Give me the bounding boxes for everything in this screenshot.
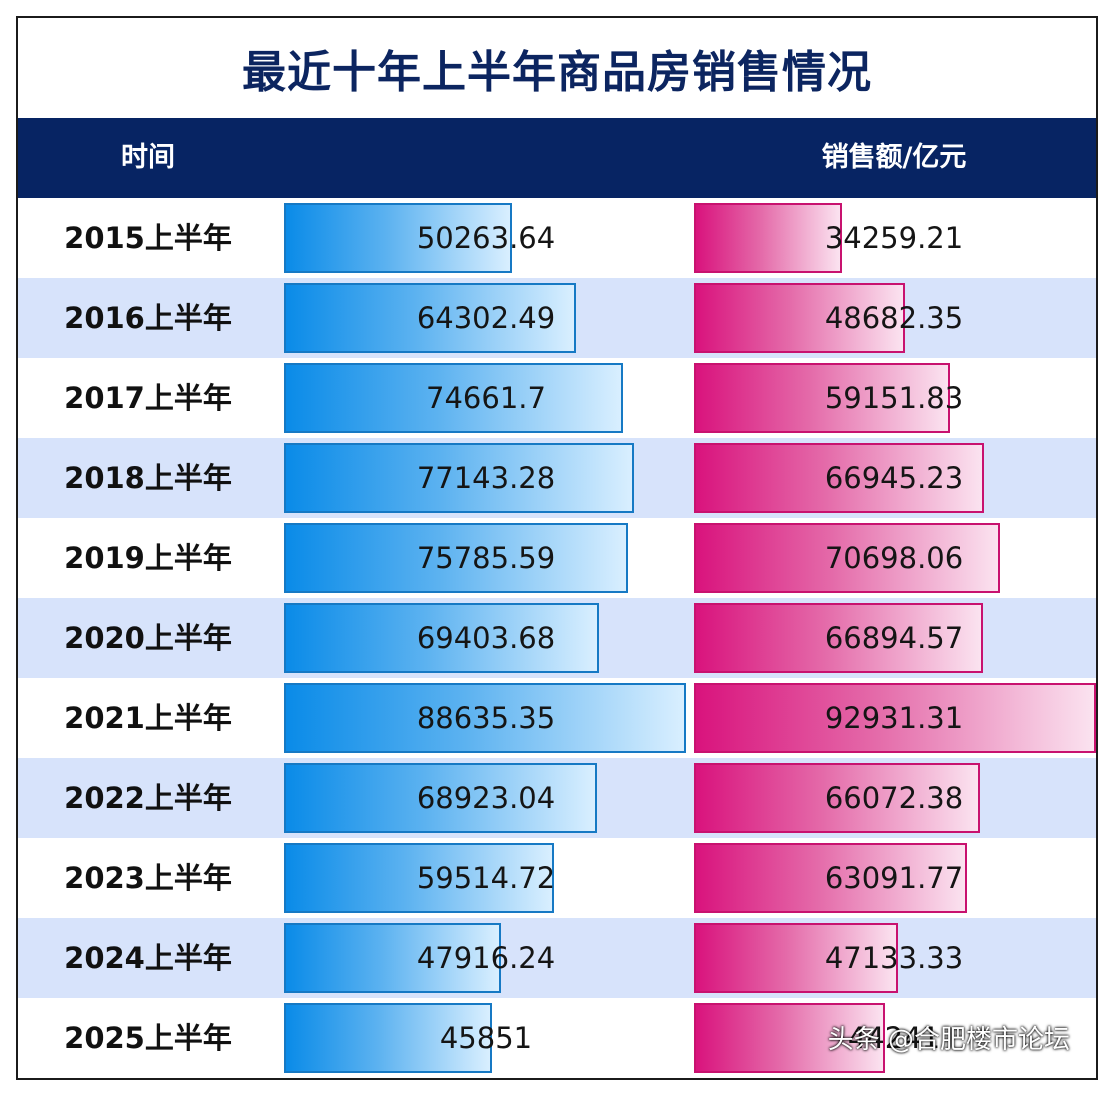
table-row: 2019上半年 75785.59 70698.06 — [18, 518, 1096, 598]
chart-title: 最近十年上半年商品房销售情况 — [242, 47, 872, 98]
data-label-amount: 44241 — [847, 1021, 941, 1055]
table-row: 2017上半年 74661.7 59151.83 — [18, 358, 1096, 438]
bar-amount — [694, 1003, 886, 1073]
table-row: 2021上半年 88635.35 92931.31 — [18, 678, 1096, 758]
bar-area — [284, 443, 634, 513]
bar-amount — [694, 443, 984, 513]
header-area — [278, 118, 690, 198]
bar-amount — [694, 283, 905, 353]
data-label-amount: 66072.38 — [824, 781, 964, 815]
bar-area — [284, 603, 599, 673]
bar-area — [284, 523, 628, 593]
bar-area — [284, 363, 623, 433]
bar-area — [284, 763, 597, 833]
bar-amount — [694, 523, 1000, 593]
bar-area — [284, 843, 554, 913]
category-label: 2016上半年 — [64, 301, 232, 335]
table-row: 2018上半年 77143.28 66945.23 — [18, 438, 1096, 518]
category-label: 2018上半年 — [64, 461, 232, 495]
header-time: 时间 — [121, 142, 175, 173]
table-header: 时间 销售额/亿元 — [18, 118, 1096, 198]
data-label-area: 77143.28 — [416, 461, 556, 495]
category-label: 2019上半年 — [64, 541, 232, 575]
data-label-area: 68923.04 — [416, 781, 556, 815]
data-label-amount: 47133.33 — [824, 941, 964, 975]
data-label-area: 69403.68 — [416, 621, 556, 655]
data-label-area: 45851 — [439, 1021, 533, 1055]
data-label-area: 75785.59 — [416, 541, 556, 575]
bar-area — [284, 1003, 492, 1073]
category-label: 2022上半年 — [64, 781, 232, 815]
chart-frame: 最近十年上半年商品房销售情况 时间 销售额/亿元 2015上半年 50263.64… — [16, 16, 1098, 1080]
bar-amount — [694, 203, 843, 273]
table-row: 2023上半年 59514.72 63091.77 — [18, 838, 1096, 918]
bar-amount — [694, 683, 1096, 753]
table-row: 2016上半年 64302.49 48682.35 — [18, 278, 1096, 358]
data-label-amount: 70698.06 — [824, 541, 964, 575]
bar-area — [284, 203, 512, 273]
data-label-area: 50263.64 — [416, 221, 556, 255]
data-label-amount: 92931.31 — [824, 701, 964, 735]
bar-area — [284, 923, 502, 993]
bar-amount — [694, 363, 950, 433]
data-label-amount: 34259.21 — [824, 221, 964, 255]
table-row: 2024上半年 47916.24 47133.33 — [18, 918, 1096, 998]
bar-amount — [694, 843, 967, 913]
category-label: 2021上半年 — [64, 701, 232, 735]
category-label: 2024上半年 — [64, 941, 232, 975]
category-label: 2025上半年 — [64, 1021, 232, 1055]
table-row: 2022上半年 68923.04 66072.38 — [18, 758, 1096, 838]
data-label-area: 47916.24 — [416, 941, 556, 975]
data-label-area: 64302.49 — [416, 301, 556, 335]
table-row: 2025上半年 45851 44241 — [18, 998, 1096, 1078]
bar-amount — [694, 763, 980, 833]
data-label-area: 59514.72 — [416, 861, 556, 895]
data-label-area: 88635.35 — [416, 701, 556, 735]
category-label: 2017上半年 — [64, 381, 232, 415]
data-label-amount: 59151.83 — [824, 381, 964, 415]
bar-area — [284, 683, 686, 753]
table-row: 2015上半年 50263.64 34259.21 — [18, 198, 1096, 278]
data-label-amount: 66894.57 — [824, 621, 964, 655]
category-label: 2020上半年 — [64, 621, 232, 655]
data-label-amount: 66945.23 — [824, 461, 964, 495]
data-label-amount: 48682.35 — [824, 301, 964, 335]
bar-amount — [694, 923, 898, 993]
watermark: 头条 @合肥楼市论坛 — [827, 1025, 1070, 1055]
category-label: 2023上半年 — [64, 861, 232, 895]
data-label-area: 74661.7 — [426, 381, 546, 415]
category-label: 2015上半年 — [64, 221, 232, 255]
bar-area — [284, 283, 576, 353]
table-row: 2020上半年 69403.68 66894.57 — [18, 598, 1096, 678]
header-amount: 销售额/亿元 — [821, 142, 967, 173]
data-label-amount: 63091.77 — [824, 861, 964, 895]
bar-amount — [694, 603, 984, 673]
